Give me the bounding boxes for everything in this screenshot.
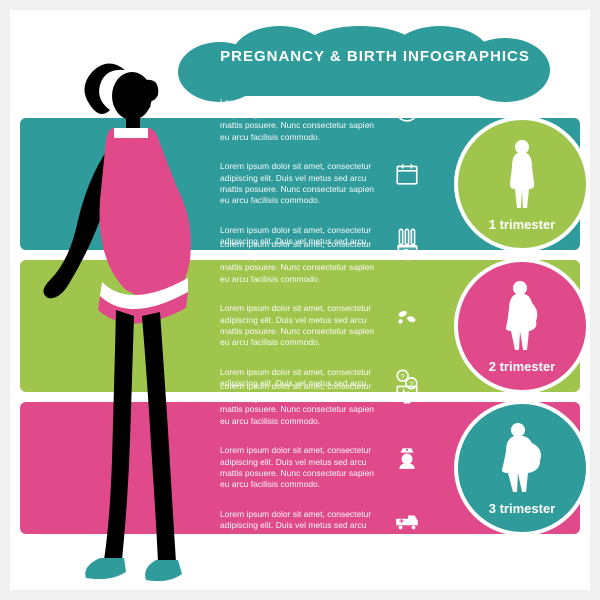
item-text: Lorem ipsum dolor sit amet, consectetur … [220, 303, 384, 349]
svg-text:?: ? [401, 372, 405, 381]
page-title: PREGNANCY & BIRTH INFOGRAPHICS [190, 48, 560, 65]
trimester-circle-2: 2 trimester [454, 258, 590, 394]
calendar-icon [394, 161, 420, 187]
pregnant-woman-silhouette [30, 60, 240, 590]
ultrasound-icon [394, 239, 420, 265]
row1-item2: Lorem ipsum dolor sit amet, consectetur … [220, 161, 420, 207]
row3-item3: Lorem ipsum dolor sit amet, consectetur … [220, 509, 420, 555]
trimester-circle-3: 3 trimester [454, 400, 590, 536]
row2-item2: Lorem ipsum dolor sit amet, consectetur … [220, 303, 420, 349]
circle-label: 1 trimester [489, 217, 555, 232]
row3-item2: Lorem ipsum dolor sit amet, consectetur … [220, 445, 420, 491]
fetus-icon [394, 97, 420, 123]
trimester-circle-1: 1 trimester [454, 116, 590, 252]
row2-item1: Lorem ipsum dolor sit amet, consectetur … [220, 239, 420, 285]
monitor-icon [394, 381, 420, 407]
item-text: Lorem ipsum dolor sit amet, consectetur … [220, 445, 384, 491]
row1-item1: Lorem ipsum dolor sit amet, consectetur … [220, 97, 420, 143]
item-text: Lorem ipsum dolor sit amet, consectetur … [220, 97, 384, 143]
woman-figure-3 [482, 417, 562, 497]
circle-label: 2 trimester [489, 359, 555, 374]
infographic-card: PREGNANCY & BIRTH INFOGRAPHICS Lorem ips… [10, 10, 590, 590]
woman-figure-1 [482, 133, 562, 213]
row3-item1: Lorem ipsum dolor sit amet, consectetur … [220, 381, 420, 427]
item-text: Lorem ipsum dolor sit amet, consectetur … [220, 509, 384, 555]
ambulance-icon [394, 509, 420, 535]
item-text: Lorem ipsum dolor sit amet, consectetur … [220, 239, 384, 285]
woman-figure-2 [482, 275, 562, 355]
item-text: Lorem ipsum dolor sit amet, consectetur … [220, 161, 384, 207]
item-text: Lorem ipsum dolor sit amet, consectetur … [220, 381, 384, 427]
nurse-icon [394, 445, 420, 471]
circle-label: 3 trimester [489, 501, 555, 516]
pills-icon [394, 303, 420, 329]
